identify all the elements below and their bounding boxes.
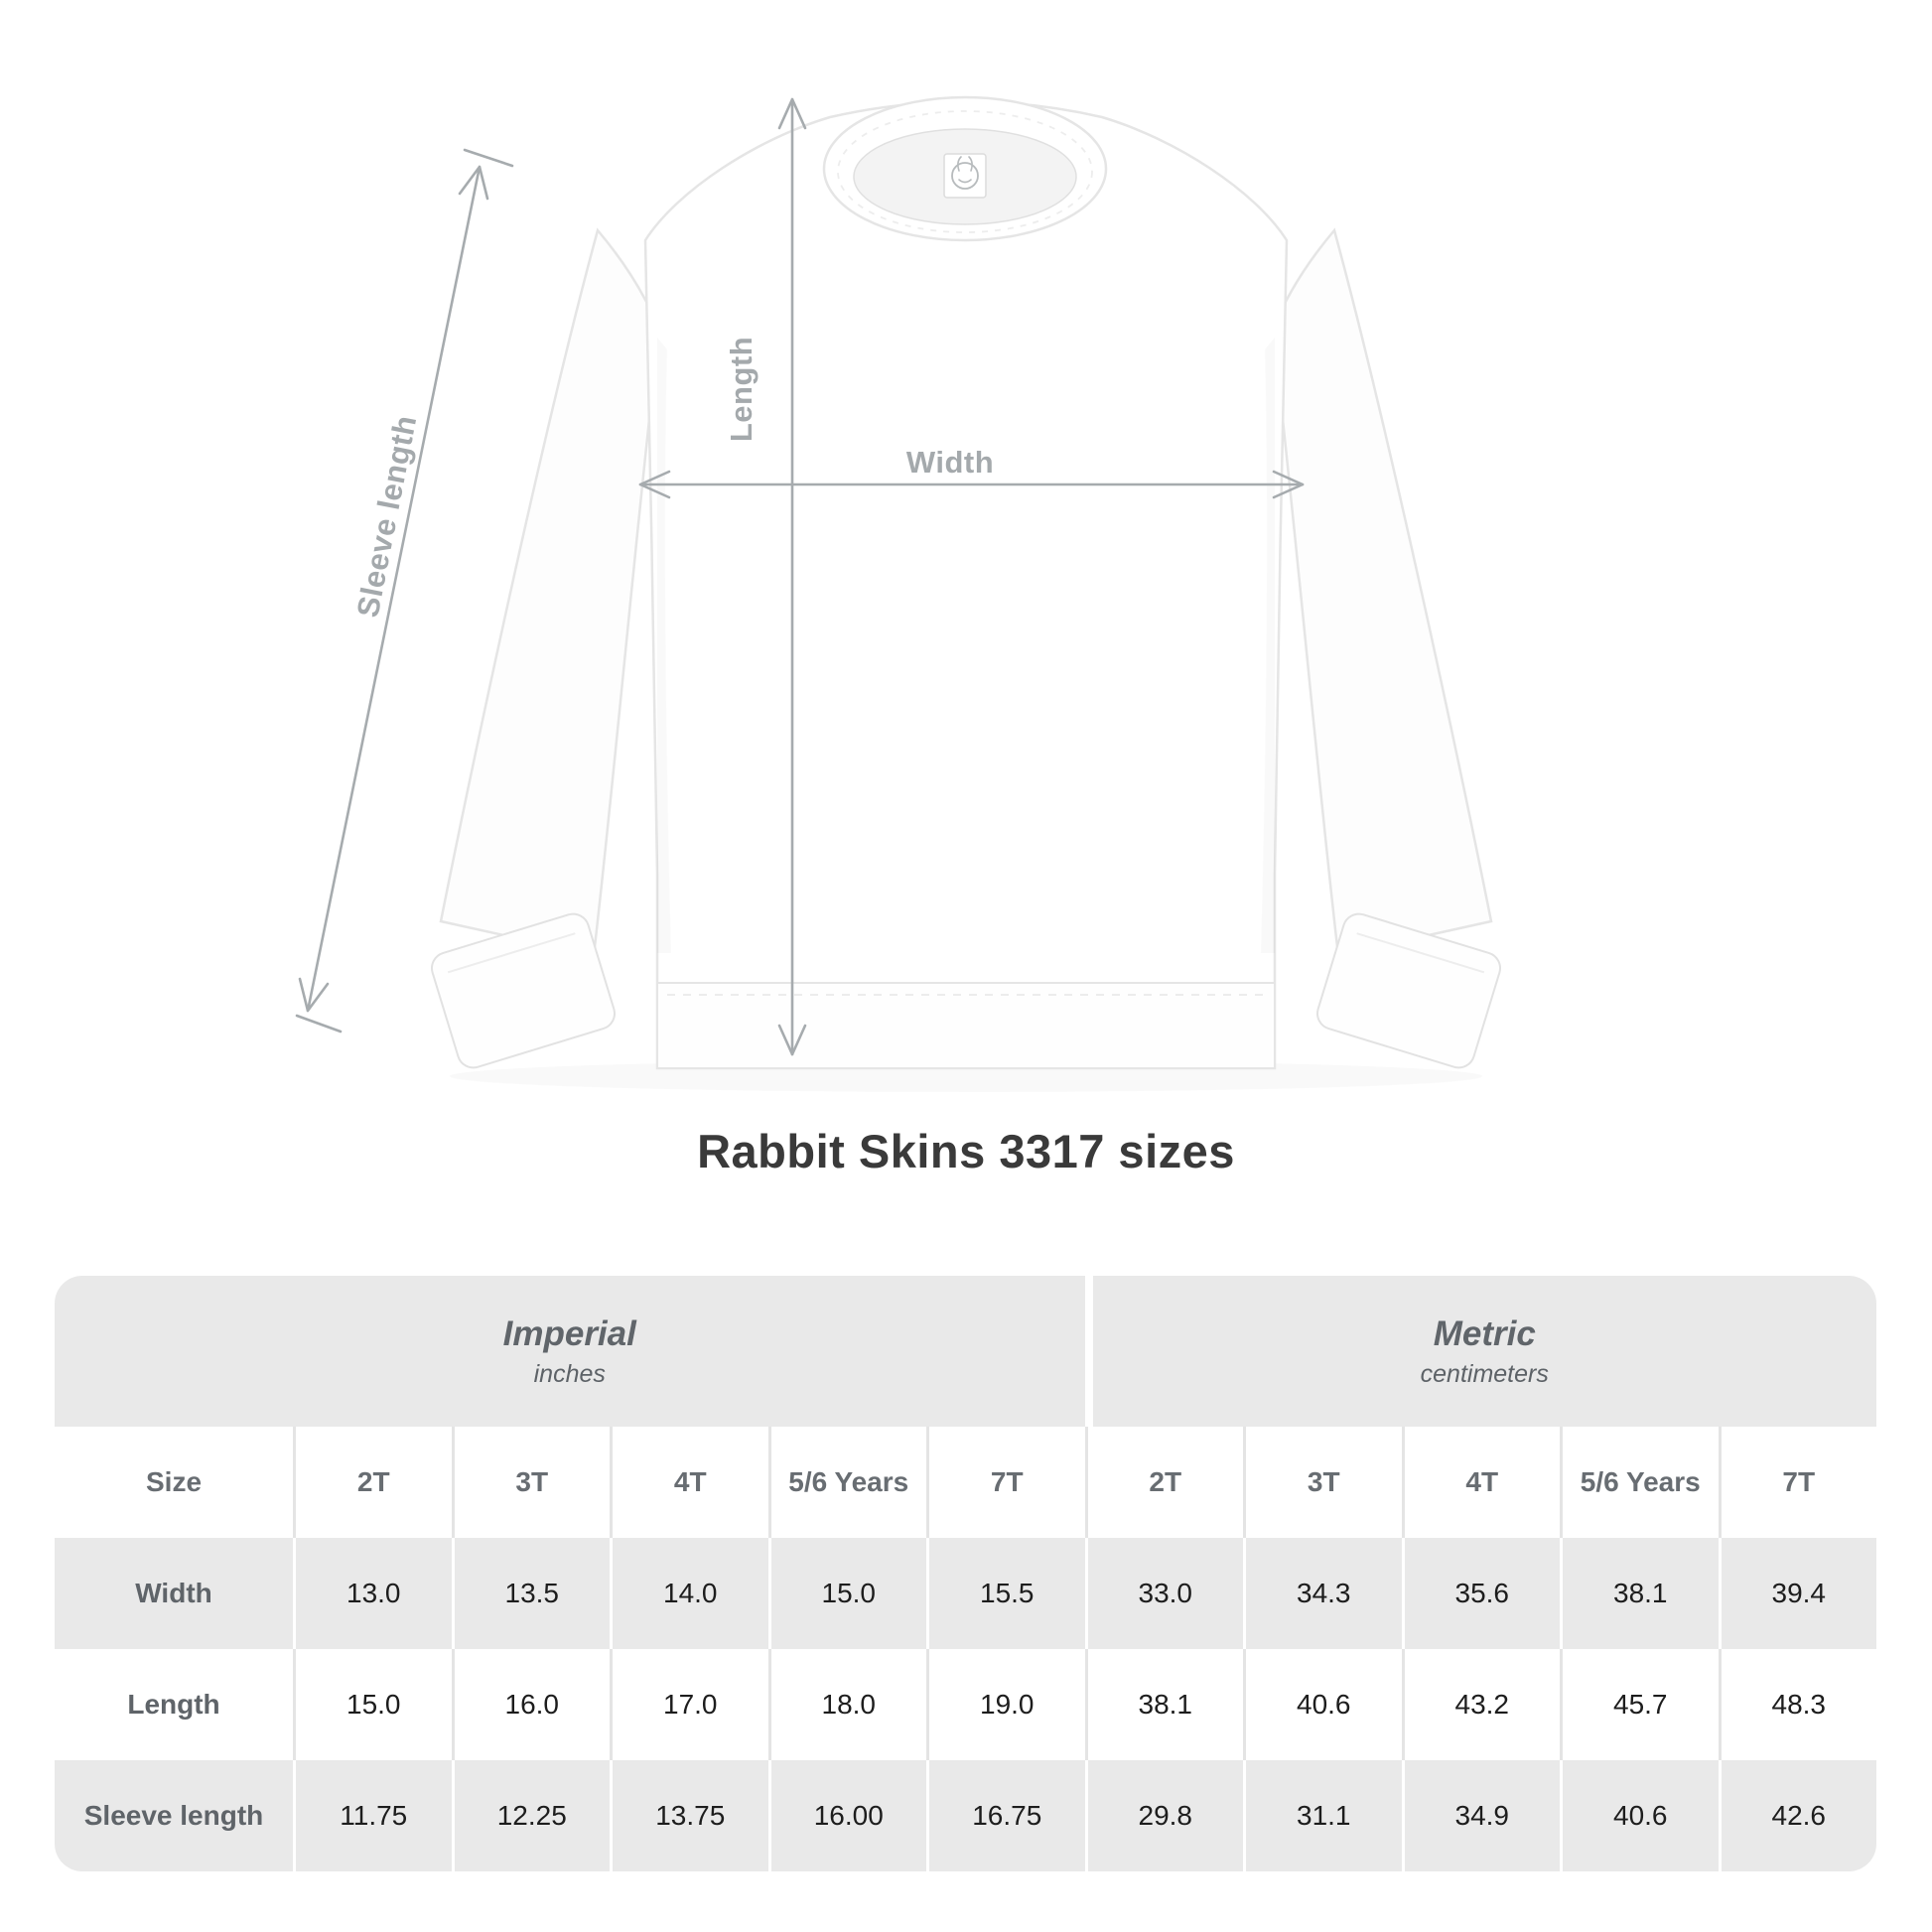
length-label: Length	[724, 336, 759, 443]
length-arrow	[777, 97, 807, 1056]
metric-group-unit: centimeters	[1420, 1359, 1549, 1388]
sleeve-length-value: 42.6	[1718, 1760, 1876, 1871]
rabbit-logo-icon	[951, 162, 979, 190]
sleeve-length-value: 11.75	[293, 1760, 452, 1871]
length-value: 19.0	[926, 1649, 1085, 1760]
length-value: 16.0	[451, 1649, 610, 1760]
neck-tag	[943, 153, 987, 199]
imperial-group-header: Imperial inches	[55, 1276, 1085, 1427]
col-header-4t-imperial: 4T	[610, 1427, 768, 1538]
sleeve-length-value: 31.1	[1243, 1760, 1402, 1871]
sweatshirt-illustration	[295, 95, 1501, 1070]
width-value: 33.0	[1084, 1538, 1243, 1649]
width-value: 14.0	[610, 1538, 768, 1649]
sleeve-length-value: 29.8	[1084, 1760, 1243, 1871]
width-row-label: Width	[55, 1538, 293, 1649]
size-table: Imperial inches Metric centimeters Size …	[55, 1276, 1876, 1871]
width-value: 13.5	[451, 1538, 610, 1649]
col-header-2t-metric: 2T	[1084, 1427, 1243, 1538]
size-column-header: Size	[55, 1427, 293, 1538]
width-value: 15.0	[767, 1538, 926, 1649]
col-header-56y-imperial: 5/6 Years	[767, 1427, 926, 1538]
length-value: 48.3	[1718, 1649, 1876, 1760]
width-value: 39.4	[1718, 1538, 1876, 1649]
left-cuff	[431, 912, 616, 1069]
width-value: 35.6	[1401, 1538, 1560, 1649]
right-sleeve	[1271, 227, 1493, 957]
length-value: 38.1	[1084, 1649, 1243, 1760]
sleeve-length-arrow	[295, 148, 514, 1034]
length-value: 15.0	[293, 1649, 452, 1760]
col-header-4t-metric: 4T	[1401, 1427, 1560, 1538]
length-value: 17.0	[610, 1649, 768, 1760]
width-value: 38.1	[1560, 1538, 1719, 1649]
col-header-3t-imperial: 3T	[451, 1427, 610, 1538]
sleeve-length-value: 16.75	[926, 1760, 1085, 1871]
page-title: Rabbit Skins 3317 sizes	[697, 1125, 1235, 1177]
body-panel	[643, 100, 1289, 1070]
col-header-2t-imperial: 2T	[293, 1427, 452, 1538]
length-value: 45.7	[1560, 1649, 1719, 1760]
col-header-7t-metric: 7T	[1718, 1427, 1876, 1538]
sleeve-length-value: 40.6	[1560, 1760, 1719, 1871]
col-header-3t-metric: 3T	[1243, 1427, 1402, 1538]
width-value: 34.3	[1243, 1538, 1402, 1649]
col-header-56y-metric: 5/6 Years	[1560, 1427, 1719, 1538]
sleeve-length-row-label: Sleeve length	[55, 1760, 293, 1871]
sleeve-length-value: 12.25	[451, 1760, 610, 1871]
length-value: 43.2	[1401, 1649, 1560, 1760]
width-value: 15.5	[926, 1538, 1085, 1649]
length-value: 18.0	[767, 1649, 926, 1760]
right-cuff	[1316, 912, 1501, 1069]
length-value: 40.6	[1243, 1649, 1402, 1760]
width-label: Width	[905, 445, 995, 480]
hem-band	[656, 982, 1276, 1069]
width-arrow	[638, 470, 1305, 499]
col-header-7t-imperial: 7T	[926, 1427, 1085, 1538]
metric-group-name: Metric	[1433, 1313, 1536, 1353]
sweatshirt-diagram: Sleeve length Length Width	[295, 95, 1501, 1070]
left-sleeve	[439, 227, 661, 957]
sleeve-length-value: 13.75	[610, 1760, 768, 1871]
length-row-label: Length	[55, 1649, 293, 1760]
imperial-group-name: Imperial	[502, 1313, 636, 1353]
imperial-group-unit: inches	[533, 1359, 606, 1388]
sleeve-length-value: 16.00	[767, 1760, 926, 1871]
width-value: 13.0	[293, 1538, 452, 1649]
sleeve-length-value: 34.9	[1401, 1760, 1560, 1871]
metric-group-header: Metric centimeters	[1084, 1276, 1876, 1427]
